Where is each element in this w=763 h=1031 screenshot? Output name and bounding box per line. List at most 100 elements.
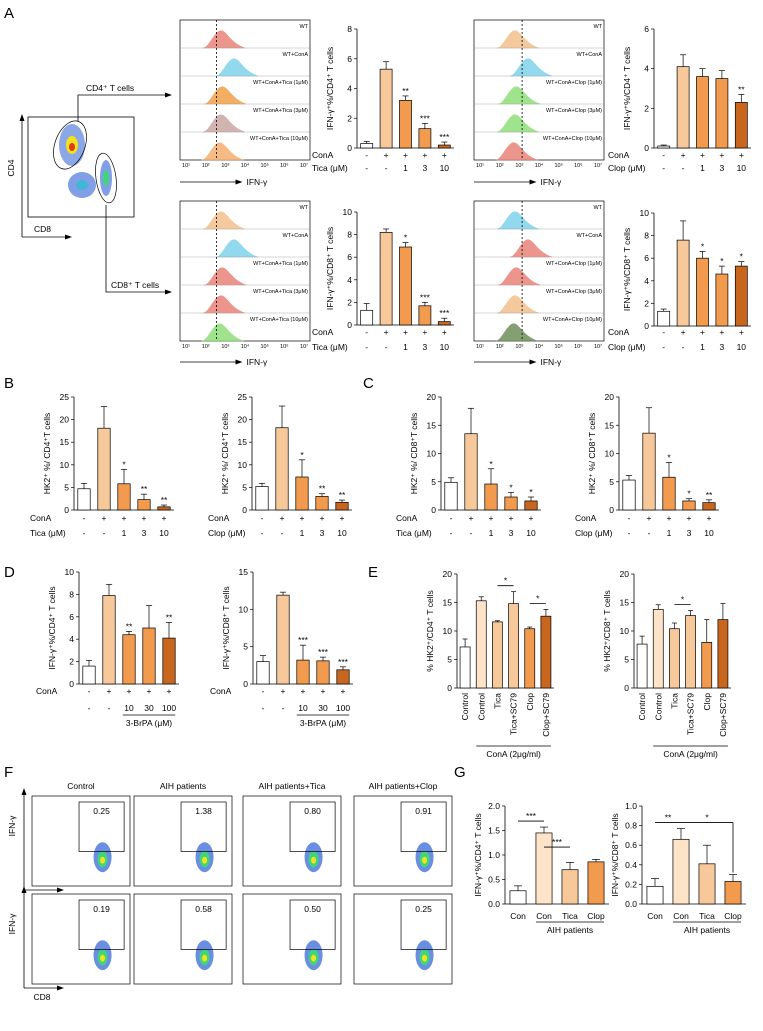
track-label: WT+ConA [282, 52, 308, 58]
significance-label: * [122, 459, 126, 469]
y-tick-label: 0 [624, 683, 629, 693]
x-arrow-head [235, 179, 243, 185]
gate-percentage: 0.25 [415, 904, 432, 914]
row-cell: + [719, 327, 724, 337]
category-label: Con [510, 911, 526, 921]
track-label: WT+ConA+Clop (1μM) [546, 80, 602, 86]
category-label: Tica+SC79 [686, 693, 696, 735]
row-cell: + [281, 686, 286, 696]
cell-population-center [422, 954, 428, 962]
row-cell: + [681, 150, 686, 160]
category-label: Tica [492, 693, 502, 709]
y-tick-label: 4 [644, 276, 649, 286]
row-cell: + [509, 513, 514, 523]
histogram-frame [179, 19, 311, 161]
significance-label: *** [318, 647, 329, 657]
x-axis-label: CD8 [33, 992, 50, 1002]
bar [636, 643, 648, 689]
y-tick-label: 8 [644, 231, 649, 241]
y-arrow-head [21, 886, 27, 893]
bar [360, 143, 374, 149]
bar [315, 496, 329, 511]
track-label: WT+ConA+Clop (3μM) [546, 108, 602, 114]
y-axis-label: IFN-γ [7, 913, 17, 935]
gate-box [78, 899, 125, 950]
y-axis-label: % HK2⁺/CD4⁺ T cells [425, 590, 435, 671]
row-cell: + [647, 513, 652, 523]
row-label: ConA [30, 513, 52, 523]
y-tick-label: 15 [605, 420, 615, 430]
row-cell: - [470, 528, 473, 538]
histogram-tick-label: 10⁵ [554, 162, 562, 169]
row-cell: 1 [700, 163, 705, 173]
histogram-tick-label: 10⁴ [535, 162, 544, 169]
flow-plot-frame [133, 893, 233, 985]
row-cell: + [162, 513, 167, 523]
histogram-tick-label: 10¹ [476, 344, 484, 350]
y-tick-label: 10 [640, 208, 650, 218]
histogram-peak [215, 58, 258, 77]
significance-label: *** [420, 292, 431, 302]
y-tick-label: 10 [65, 567, 75, 577]
histogram-tick-label: 10⁴ [241, 162, 250, 169]
histogram-peak [204, 267, 247, 286]
row-cell: + [442, 327, 447, 337]
y-tick-label: 6 [347, 252, 352, 262]
flow-plot-frame [242, 795, 342, 887]
cell-population-center [202, 954, 208, 962]
bar [524, 628, 536, 689]
track-label: WT+ConA [282, 233, 308, 239]
y-tick-label: 10 [60, 460, 70, 470]
bar [657, 310, 671, 327]
significance-label: *** [338, 657, 349, 667]
histogram-tick-label: 10² [496, 163, 504, 169]
row-label: Clop (μM) [208, 528, 246, 538]
significance-label: * [667, 453, 671, 463]
significance-label: ** [706, 490, 713, 500]
row-cell: 30 [144, 703, 154, 713]
y-tick-label: 10 [343, 207, 353, 217]
y-tick-label: 0 [447, 683, 452, 693]
bar [734, 265, 748, 327]
bar [379, 231, 393, 326]
row-cell: - [262, 686, 265, 696]
y-tick-label: 10 [238, 460, 248, 470]
chart-g2: 0.0 0.2 0.4 0.6 0.8 1.0 IFN-γ⁺%/CD8⁺ T cells Co… [610, 801, 746, 935]
y-tick-label: 5 [242, 482, 247, 492]
row-cell: + [422, 327, 427, 337]
significance-label: ** [161, 495, 168, 505]
bar [669, 628, 680, 689]
row-cell: - [450, 513, 453, 523]
bar [698, 863, 716, 905]
histogram-peak [204, 86, 247, 105]
flow-plot-frame [133, 795, 233, 887]
row-cell: + [707, 513, 712, 523]
bar [157, 506, 171, 511]
gate-box [400, 899, 447, 950]
category-label: Con [673, 911, 689, 921]
row-cell: - [83, 528, 86, 538]
column-title: AIH patients [160, 781, 206, 791]
y-tick-label: 4 [347, 275, 352, 285]
y-tick-label: 0 [609, 505, 614, 515]
y-tick-label: 15 [60, 437, 70, 447]
row-cell: + [384, 150, 389, 160]
row-label: Clop (μM) [608, 163, 646, 173]
bar [696, 257, 709, 327]
group-label: AIH patients [684, 925, 730, 935]
category-label: Clop [702, 693, 712, 711]
flow-plot-frame [242, 893, 342, 985]
row-cell: + [739, 327, 744, 337]
significance-label: ** [402, 86, 409, 96]
histogram-tick-label: 10⁵ [260, 162, 268, 169]
y-tick-label: 2 [644, 103, 649, 113]
row-cell: 100 [162, 703, 176, 713]
histogram-peak [215, 239, 258, 258]
gate-percentage: 0.80 [304, 806, 321, 816]
row-cell: + [122, 513, 127, 523]
histogram-peak [202, 30, 245, 49]
row-cell: - [88, 686, 91, 696]
row-cell: 10 [298, 703, 308, 713]
flow-plot-frame [353, 893, 453, 985]
